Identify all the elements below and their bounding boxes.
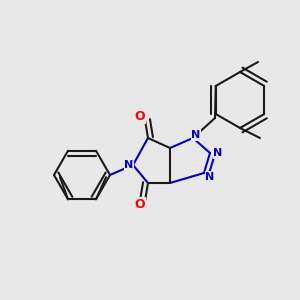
Text: N: N <box>124 160 134 170</box>
Text: N: N <box>213 148 223 158</box>
Text: O: O <box>135 110 145 124</box>
Text: O: O <box>135 197 145 211</box>
Text: N: N <box>191 130 201 140</box>
Text: N: N <box>206 172 214 182</box>
